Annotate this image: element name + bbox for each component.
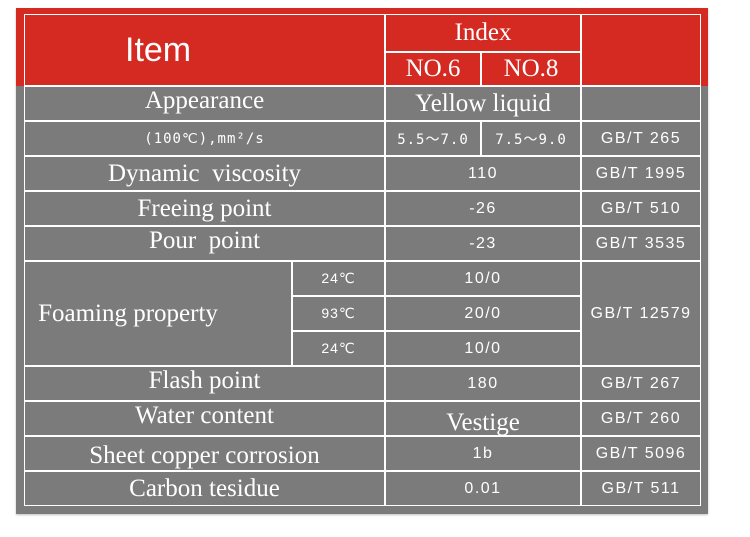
kinematic-label: (100℃),mm²/s (24, 121, 385, 156)
flash-std: GB/T 267 (581, 366, 701, 401)
appearance-value: Yellow liquid (385, 86, 581, 121)
appearance-label: Appearance (24, 86, 385, 121)
header-band (16, 8, 708, 86)
index-header: Index (385, 14, 581, 52)
copper-std: GB/T 5096 (581, 436, 701, 471)
pour-value: -23 (385, 226, 581, 261)
dynamic-value: 110 (385, 156, 581, 191)
standard-header (581, 14, 701, 86)
carbon-std: GB/T 511 (581, 471, 701, 506)
flash-value: 180 (385, 366, 581, 401)
copper-value: 1b (385, 436, 581, 471)
foaming-std: GB/T 12579 (581, 261, 701, 366)
water-std: GB/T 260 (581, 401, 701, 436)
no8-header: NO.8 (481, 52, 581, 86)
kinematic-no8: 7.5～9.0 (481, 121, 581, 156)
copper-label: Sheet copper corrosion (24, 436, 385, 471)
foaming-value-3: 10/0 (385, 331, 581, 366)
appearance-std (581, 86, 701, 121)
foaming-temp-2: 93℃ (292, 296, 385, 331)
foaming-value-2: 20/0 (385, 296, 581, 331)
carbon-label: Carbon tesidue (24, 471, 385, 506)
foaming-label: Foaming property (24, 261, 292, 366)
water-value: Vestige (385, 401, 581, 436)
foaming-temp-1: 24℃ (292, 261, 385, 296)
flash-label: Flash point (24, 366, 385, 401)
dynamic-label: Dynamic viscosity (24, 156, 385, 191)
no6-header: NO.6 (385, 52, 481, 86)
kinematic-no6: 5.5～7.0 (385, 121, 481, 156)
pour-std: GB/T 3535 (581, 226, 701, 261)
freeing-std: GB/T 510 (581, 191, 701, 226)
kinematic-std: GB/T 265 (581, 121, 701, 156)
freeing-value: -26 (385, 191, 581, 226)
pour-label: Pour point (24, 226, 385, 261)
freeing-label: Freeing point (24, 191, 385, 226)
water-label: Water content (24, 401, 385, 436)
carbon-value: 0.01 (385, 471, 581, 506)
foaming-temp-3: 24℃ (292, 331, 385, 366)
item-header: Item (24, 14, 385, 86)
foaming-value-1: 10/0 (385, 261, 581, 296)
dynamic-std: GB/T 1995 (581, 156, 701, 191)
spec-table: Item Index NO.6 NO.8 Appearance Yellow l… (16, 8, 708, 514)
